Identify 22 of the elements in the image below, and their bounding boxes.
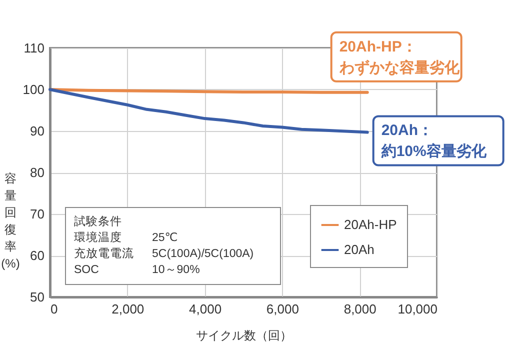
x-tick-label: 6,000: [266, 302, 299, 316]
x-tick-label: 2,000: [112, 302, 144, 316]
y-axis-title: 容量回復率(%): [1, 172, 20, 270]
y-tick-label: 60: [30, 248, 44, 263]
x-tick-label: 0: [50, 302, 58, 316]
x-axis-title: サイクル数（回）: [196, 328, 292, 342]
y-tick-label: 100: [22, 82, 44, 97]
x-tick-label: 4,000: [189, 302, 222, 316]
x-tick-label: 10,000: [398, 302, 438, 316]
y-tick-label: 70: [30, 206, 44, 222]
line-series: [48, 88, 369, 134]
y-tick-label: 110: [24, 40, 44, 56]
y-tick-label: 80: [30, 165, 44, 180]
legend-label: 20Ah-HP: [344, 217, 397, 232]
y-tick-label: 90: [30, 124, 44, 138]
annotation: 20Ah-HP：わずかな容量劣化: [338, 38, 460, 76]
legend-label: 20Ah: [344, 242, 374, 257]
x-tick-label: 8,000: [344, 302, 376, 316]
y-tick-label: 50: [30, 290, 44, 304]
conditions-box: 試験条件 環境温度 25℃ 充放電電流 5C(100A)/5C(100A) SOC 10～90%: [65, 207, 281, 285]
annotation: 20Ah：約10%容量劣化: [380, 122, 488, 160]
annotation: 試験条件: [74, 214, 123, 230]
